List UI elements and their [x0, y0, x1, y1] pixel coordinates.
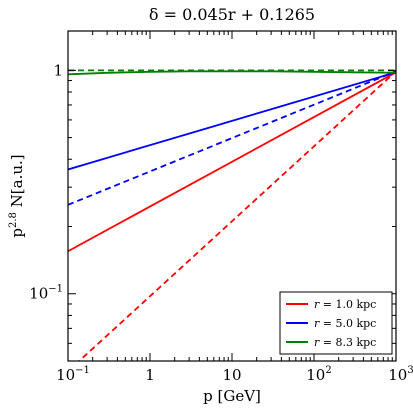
x-axis-label: p [GeV] [203, 387, 261, 405]
series-line-2-solid [68, 71, 396, 171]
x-tick-label: 10 [222, 366, 241, 384]
y-axis-label: p2.8 N[a.u.] [8, 154, 26, 237]
y-axis-label-sup: 2.8 [8, 212, 19, 228]
x-tick-label: 103 [388, 365, 413, 384]
legend: r = 1.0 kpc r = 5.0 kpc r = 8.3 kpc [279, 291, 393, 355]
series-layer [68, 69, 396, 361]
y-axis-label-tail: N[a.u.] [8, 154, 26, 212]
x-tick-label: 1 [145, 366, 155, 384]
x-tick-label: 10−1 [56, 365, 90, 384]
y-axis-label-main: p [8, 228, 26, 238]
x-tick-label: 102 [306, 365, 331, 384]
series-line-3-dashed [68, 70, 396, 206]
series-line-1-dashed [77, 70, 396, 361]
tick-layer: 10−1 1 10 102 103 10−1 1 [29, 31, 413, 384]
chart-title: δ = 0.045r + 0.1265 [149, 5, 315, 24]
y-tick-label: 1 [53, 61, 63, 79]
series-line-4-solid [68, 70, 396, 76]
y-tick-label: 10−1 [29, 284, 63, 303]
legend-label: r = 5.0 kpc [314, 317, 376, 330]
series-line-0-solid [68, 71, 396, 253]
legend-label: r = 8.3 kpc [314, 336, 376, 349]
legend-label: r = 1.0 kpc [314, 298, 376, 311]
plot-area: 10−1 1 10 102 103 10−1 1 r = 1.0 kpc r = 5.0 kp… [29, 30, 413, 384]
